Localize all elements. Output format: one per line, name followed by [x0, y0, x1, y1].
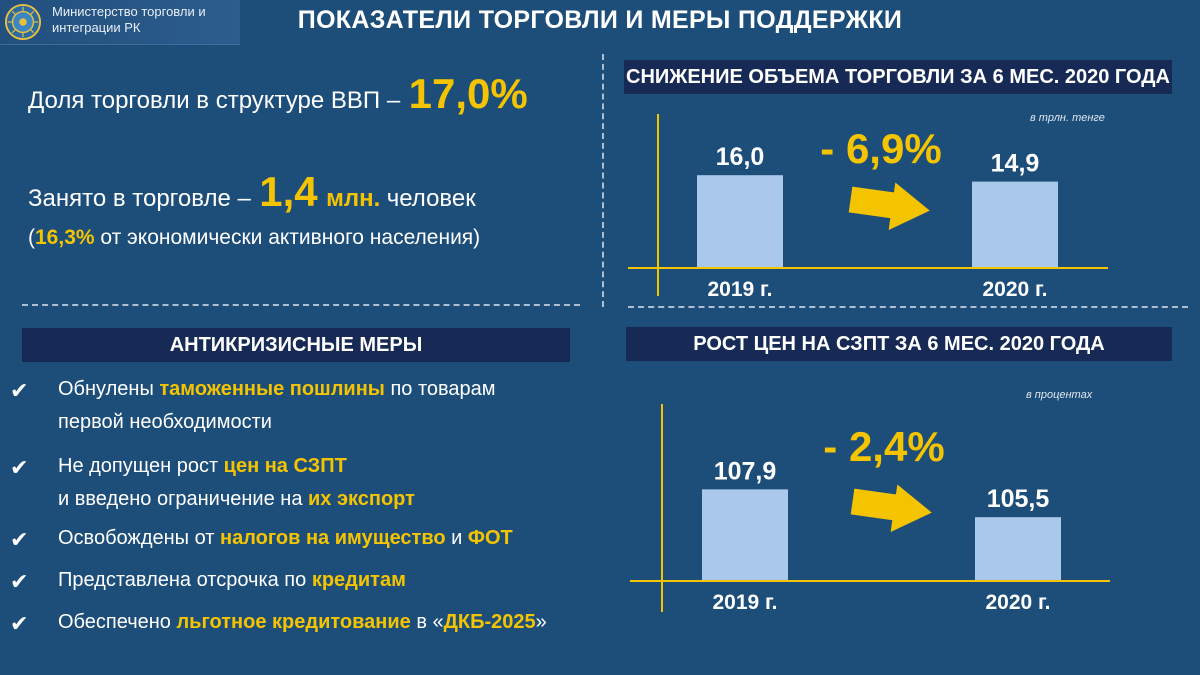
employment-share-note: (16,3% от экономически активного населен… — [28, 226, 480, 250]
ministry-name-line-2: интеграции РК — [52, 20, 141, 35]
measure-segment: по товарам — [384, 378, 496, 400]
measure-line: Обеспечено льготное кредитование в «ДКБ-… — [58, 606, 618, 639]
measure-text: Обнулены таможенные пошлины по товарам пе… — [58, 373, 618, 439]
measure-segment: и введено ограничение на — [58, 488, 308, 510]
measure-highlight: кредитам — [311, 569, 406, 591]
measure-highlight: льготное кредитование — [176, 611, 411, 633]
measure-segment: » — [535, 611, 547, 633]
change-percent-label: - 6,9% — [820, 125, 941, 172]
horizontal-divider-left — [22, 304, 580, 306]
measure-line: Освобождены от налогов на имущество и ФО… — [58, 522, 618, 555]
bar-value-label: 105,5 — [987, 485, 1050, 513]
ministry-name-line-1: Министерство торговли и — [52, 4, 206, 19]
trade-share-label: Доля торговли в структуре ВВП – — [28, 87, 401, 114]
change-percent-label: - 2,4% — [823, 423, 944, 470]
measure-segment: Не допущен рост — [58, 455, 224, 477]
trend-arrow-icon — [850, 484, 932, 533]
measure-item: ✔ Не допущен рост цен на СЗПТ и введено ог… — [10, 450, 610, 520]
measure-segment: Обнулены — [58, 378, 160, 400]
bar — [975, 517, 1061, 581]
employment-note-open: ( — [28, 226, 35, 249]
measure-line: Обнулены таможенные пошлины по товарам — [58, 373, 618, 406]
employment-value: 1,4 — [259, 168, 318, 215]
employment-share-percent: 16,3% — [35, 226, 95, 249]
trade-share-stat: Доля торговли в структуре ВВП – 17,0% — [28, 70, 528, 118]
measure-segment: первой необходимости — [58, 411, 272, 433]
trade-share-value: 17,0% — [408, 70, 528, 117]
employment-label: Занято в торговле – — [28, 185, 251, 212]
measure-segment: и — [445, 527, 468, 549]
checkmark-icon: ✔ — [10, 527, 29, 552]
measure-text: Обеспечено льготное кредитование в «ДКБ-… — [58, 606, 618, 639]
measure-highlight: налогов на имущество — [219, 527, 446, 549]
ministry-name: Министерство торговли и интеграции РК — [52, 4, 232, 36]
measure-item: ✔ Обеспечено льготное кредитование в «ДКБ… — [10, 606, 610, 642]
bar-value-label: 14,9 — [991, 150, 1040, 178]
employment-stat: Занято в торговле – 1,4 млн. человек — [28, 168, 476, 216]
x-tick-label: 2019 г. — [712, 591, 777, 614]
page-title: ПОКАЗАТЕЛИ ТОРГОВЛИ И МЕРЫ ПОДДЕРЖКИ — [297, 6, 903, 34]
checkmark-icon: ✔ — [10, 611, 29, 636]
chart-price-growth-unit: в процентах — [1026, 389, 1093, 401]
bar — [697, 175, 783, 268]
measures-title: АНТИКРИЗИСНЫЕ МЕРЫ — [22, 328, 570, 362]
bar-value-label: 107,9 — [714, 457, 777, 485]
measure-segment: в « — [410, 611, 444, 633]
chart-price-growth-title: РОСТ ЦЕН НА СЗПТ ЗА 6 МЕС. 2020 ГОДА — [626, 327, 1172, 361]
chart-trade-volume-unit: в трлн. тенге — [1030, 112, 1105, 124]
measure-line: Не допущен рост цен на СЗПТ — [58, 450, 618, 483]
chart-trade-volume-title: СНИЖЕНИЕ ОБЪЕМА ТОРГОВЛИ ЗА 6 МЕС. 2020 … — [624, 60, 1172, 94]
measure-highlight: цен на СЗПТ — [223, 455, 347, 477]
trend-arrow-icon — [848, 182, 930, 231]
bar — [972, 181, 1058, 268]
measure-line: и введено ограничение на их экспорт — [58, 483, 618, 516]
bar — [702, 489, 788, 581]
employment-suffix: человек — [386, 185, 476, 212]
x-tick-label: 2020 г. — [982, 278, 1047, 301]
ministry-logo-block: Министерство торговли и интеграции РК — [0, 0, 240, 45]
measure-item: ✔ Обнулены таможенные пошлины по товарам п… — [10, 373, 610, 443]
checkmark-icon: ✔ — [10, 455, 29, 480]
measure-item: ✔ Представлена отсрочка по кредитам — [10, 564, 610, 600]
measure-text: Представлена отсрочка по кредитам — [58, 564, 618, 597]
measure-segment: Освобождены от — [58, 527, 220, 549]
measure-highlight: их экспорт — [308, 488, 415, 510]
bar-value-label: 16,0 — [716, 143, 765, 171]
employment-note-rest: от экономически активного населения) — [100, 226, 481, 249]
measure-line: первой необходимости — [58, 406, 618, 439]
measure-text: Не допущен рост цен на СЗПТ и введено огр… — [58, 450, 618, 516]
kazakhstan-emblem-icon — [4, 3, 42, 41]
x-tick-label: 2020 г. — [985, 591, 1050, 614]
measure-highlight: ФОТ — [467, 527, 513, 549]
measure-highlight: ДКБ-2025 — [443, 611, 536, 633]
employment-unit: млн. — [326, 185, 381, 212]
horizontal-divider-right — [628, 306, 1188, 308]
vertical-divider — [602, 54, 604, 307]
x-tick-label: 2019 г. — [707, 278, 772, 301]
measure-item: ✔ Освобождены от налогов на имущество и Ф… — [10, 522, 610, 558]
measure-segment: Представлена отсрочка по — [58, 569, 312, 591]
measure-line: Представлена отсрочка по кредитам — [58, 564, 618, 597]
checkmark-icon: ✔ — [10, 569, 29, 594]
measure-highlight: таможенные пошлины — [159, 378, 385, 400]
checkmark-icon: ✔ — [10, 378, 29, 403]
measure-text: Освобождены от налогов на имущество и ФО… — [58, 522, 618, 555]
measure-segment: Обеспечено — [58, 611, 177, 633]
